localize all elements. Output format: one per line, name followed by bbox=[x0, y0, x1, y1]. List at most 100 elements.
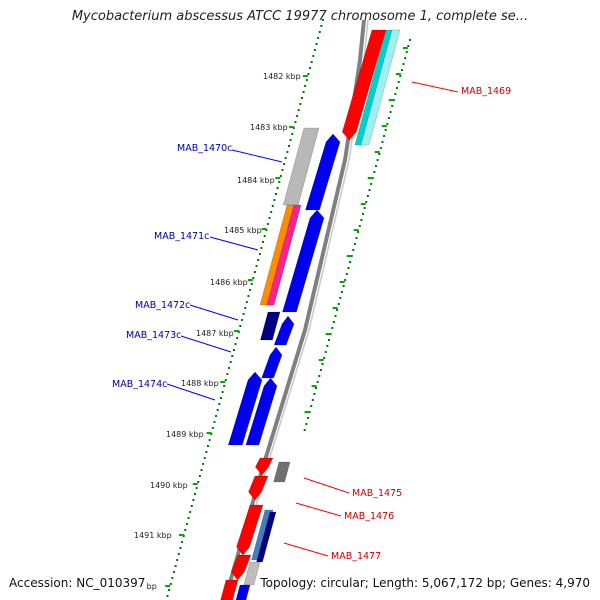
outer-tick-mark bbox=[325, 333, 331, 335]
gene-red-5 bbox=[220, 579, 239, 600]
scale-label-1484: 1484 kbp bbox=[237, 176, 275, 185]
inner-tick-dot bbox=[255, 265, 258, 267]
inner-tick-dot bbox=[287, 145, 290, 147]
inner-tick-dot bbox=[229, 361, 232, 363]
outer-tick-dot bbox=[370, 183, 373, 185]
inner-tick-dot bbox=[315, 43, 318, 45]
inner-tick-mark bbox=[234, 330, 240, 332]
outer-tick-dot bbox=[313, 393, 316, 395]
gene-label-mab-1477[interactable]: MAB_1477 bbox=[331, 551, 381, 562]
outer-tick-dot bbox=[319, 369, 322, 371]
inner-tick-mark bbox=[302, 75, 308, 77]
inner-tick-dot bbox=[271, 205, 274, 207]
inner-tick-dot bbox=[203, 457, 206, 459]
inner-tick-dot bbox=[239, 325, 242, 327]
inner-tick-dot bbox=[279, 175, 282, 177]
inner-tick-dot bbox=[310, 61, 313, 63]
gene-label-mab-1471c[interactable]: MAB_1471c bbox=[154, 231, 209, 242]
outer-tick-mark bbox=[332, 307, 338, 309]
outer-tick-dot bbox=[368, 189, 371, 191]
outer-tick-dot bbox=[342, 285, 345, 287]
leader-mab-1471c bbox=[209, 236, 259, 251]
outer-tick-dot bbox=[376, 159, 379, 161]
outer-tick-dot bbox=[324, 351, 327, 353]
inner-tick-dot bbox=[216, 409, 219, 411]
outer-tick-mark bbox=[374, 151, 380, 153]
inner-tick-dot bbox=[206, 445, 209, 447]
outer-tick-dot bbox=[373, 171, 376, 173]
gene-label-mab-1475[interactable]: MAB_1475 bbox=[352, 488, 402, 499]
gene-label-mab-1473c[interactable]: MAB_1473c bbox=[126, 330, 181, 341]
inner-tick-dot bbox=[168, 589, 171, 591]
outer-tick-dot bbox=[334, 315, 337, 317]
inner-tick-dot bbox=[302, 91, 305, 93]
inner-tick-dot bbox=[304, 85, 307, 87]
gene-label-mab-1469[interactable]: MAB_1469 bbox=[461, 86, 511, 97]
scale-label-1483: 1483 kbp bbox=[250, 123, 288, 132]
inner-tick-dot bbox=[262, 241, 265, 243]
outer-tick-dot bbox=[336, 309, 339, 311]
gene-mab-1474c-b bbox=[245, 377, 278, 446]
gene-blue-bottom bbox=[235, 584, 251, 600]
inner-tick-dot bbox=[283, 163, 286, 165]
gene-mab-1472c bbox=[260, 311, 281, 341]
inner-tick-dot bbox=[221, 391, 224, 393]
outer-tick-dot bbox=[339, 297, 342, 299]
scale-label-1490: 1490 kbp bbox=[150, 481, 188, 490]
outer-tick-dot bbox=[374, 165, 377, 167]
outer-tick-dot bbox=[311, 399, 314, 401]
inner-tick-dot bbox=[307, 73, 310, 75]
inner-tick-mark bbox=[289, 126, 295, 128]
inner-tick-dot bbox=[318, 31, 321, 33]
gene-label-mab-1474c[interactable]: MAB_1474c bbox=[112, 379, 167, 390]
leader-mab-1474c bbox=[166, 383, 216, 401]
scale-label-1491: 1491 kbp bbox=[134, 531, 172, 540]
outer-tick-dot bbox=[362, 213, 365, 215]
inner-tick-dot bbox=[263, 235, 266, 237]
outer-tick-dot bbox=[310, 405, 313, 407]
outer-tick-dot bbox=[352, 249, 355, 251]
outer-tick-mark bbox=[395, 73, 401, 75]
inner-tick-dot bbox=[305, 79, 308, 81]
inner-tick-mark bbox=[178, 534, 184, 536]
outer-tick-dot bbox=[379, 147, 382, 149]
outer-tick-dot bbox=[318, 375, 321, 377]
outer-tick-dot bbox=[344, 279, 347, 281]
inner-tick-dot bbox=[236, 337, 239, 339]
inner-tick-dot bbox=[260, 247, 263, 249]
outer-tick-dot bbox=[315, 387, 318, 389]
gene-label-mab-1470c[interactable]: MAB_1470c bbox=[177, 143, 232, 154]
inner-tick-mark bbox=[247, 279, 253, 281]
outer-tick-dot bbox=[409, 39, 411, 41]
inner-tick-dot bbox=[169, 583, 172, 585]
outer-tick-dot bbox=[407, 45, 410, 47]
inner-tick-dot bbox=[198, 475, 201, 477]
leader-mab-1477 bbox=[283, 542, 329, 557]
inner-tick-dot bbox=[202, 463, 205, 465]
inner-tick-dot bbox=[190, 505, 193, 507]
outer-tick-dot bbox=[396, 87, 399, 89]
gene-mab-1471c bbox=[282, 209, 325, 313]
outer-tick-dot bbox=[394, 93, 397, 95]
inner-tick-dot bbox=[205, 451, 208, 453]
gene-cyan-light bbox=[360, 29, 401, 146]
inner-tick-dot bbox=[241, 319, 243, 321]
kbp-scale: 1482 kbp 1483 kbp 1484 kbp 1485 kbp 1486… bbox=[134, 72, 301, 591]
inner-tick-dot bbox=[296, 115, 299, 117]
inner-tick-dot bbox=[223, 385, 226, 387]
gene-label-mab-1472c[interactable]: MAB_1472c bbox=[135, 300, 190, 311]
inner-tick-dot bbox=[242, 313, 245, 315]
inner-tick-dot bbox=[171, 577, 174, 579]
outer-tick-dot bbox=[355, 237, 358, 239]
outer-tick-dot bbox=[387, 117, 390, 119]
outer-tick-dot bbox=[358, 225, 361, 227]
inner-tick-dot bbox=[234, 343, 237, 345]
inner-tick-dot bbox=[213, 421, 216, 423]
leader-mab-1476 bbox=[295, 502, 342, 517]
gene-label-mab-1476[interactable]: MAB_1476 bbox=[344, 511, 394, 522]
inner-tick-dot bbox=[250, 283, 253, 285]
leader-mab-1473c bbox=[180, 335, 232, 353]
inner-tick-dot bbox=[249, 289, 252, 291]
inner-tick-mark bbox=[275, 177, 281, 179]
inner-tick-dot bbox=[291, 133, 294, 135]
